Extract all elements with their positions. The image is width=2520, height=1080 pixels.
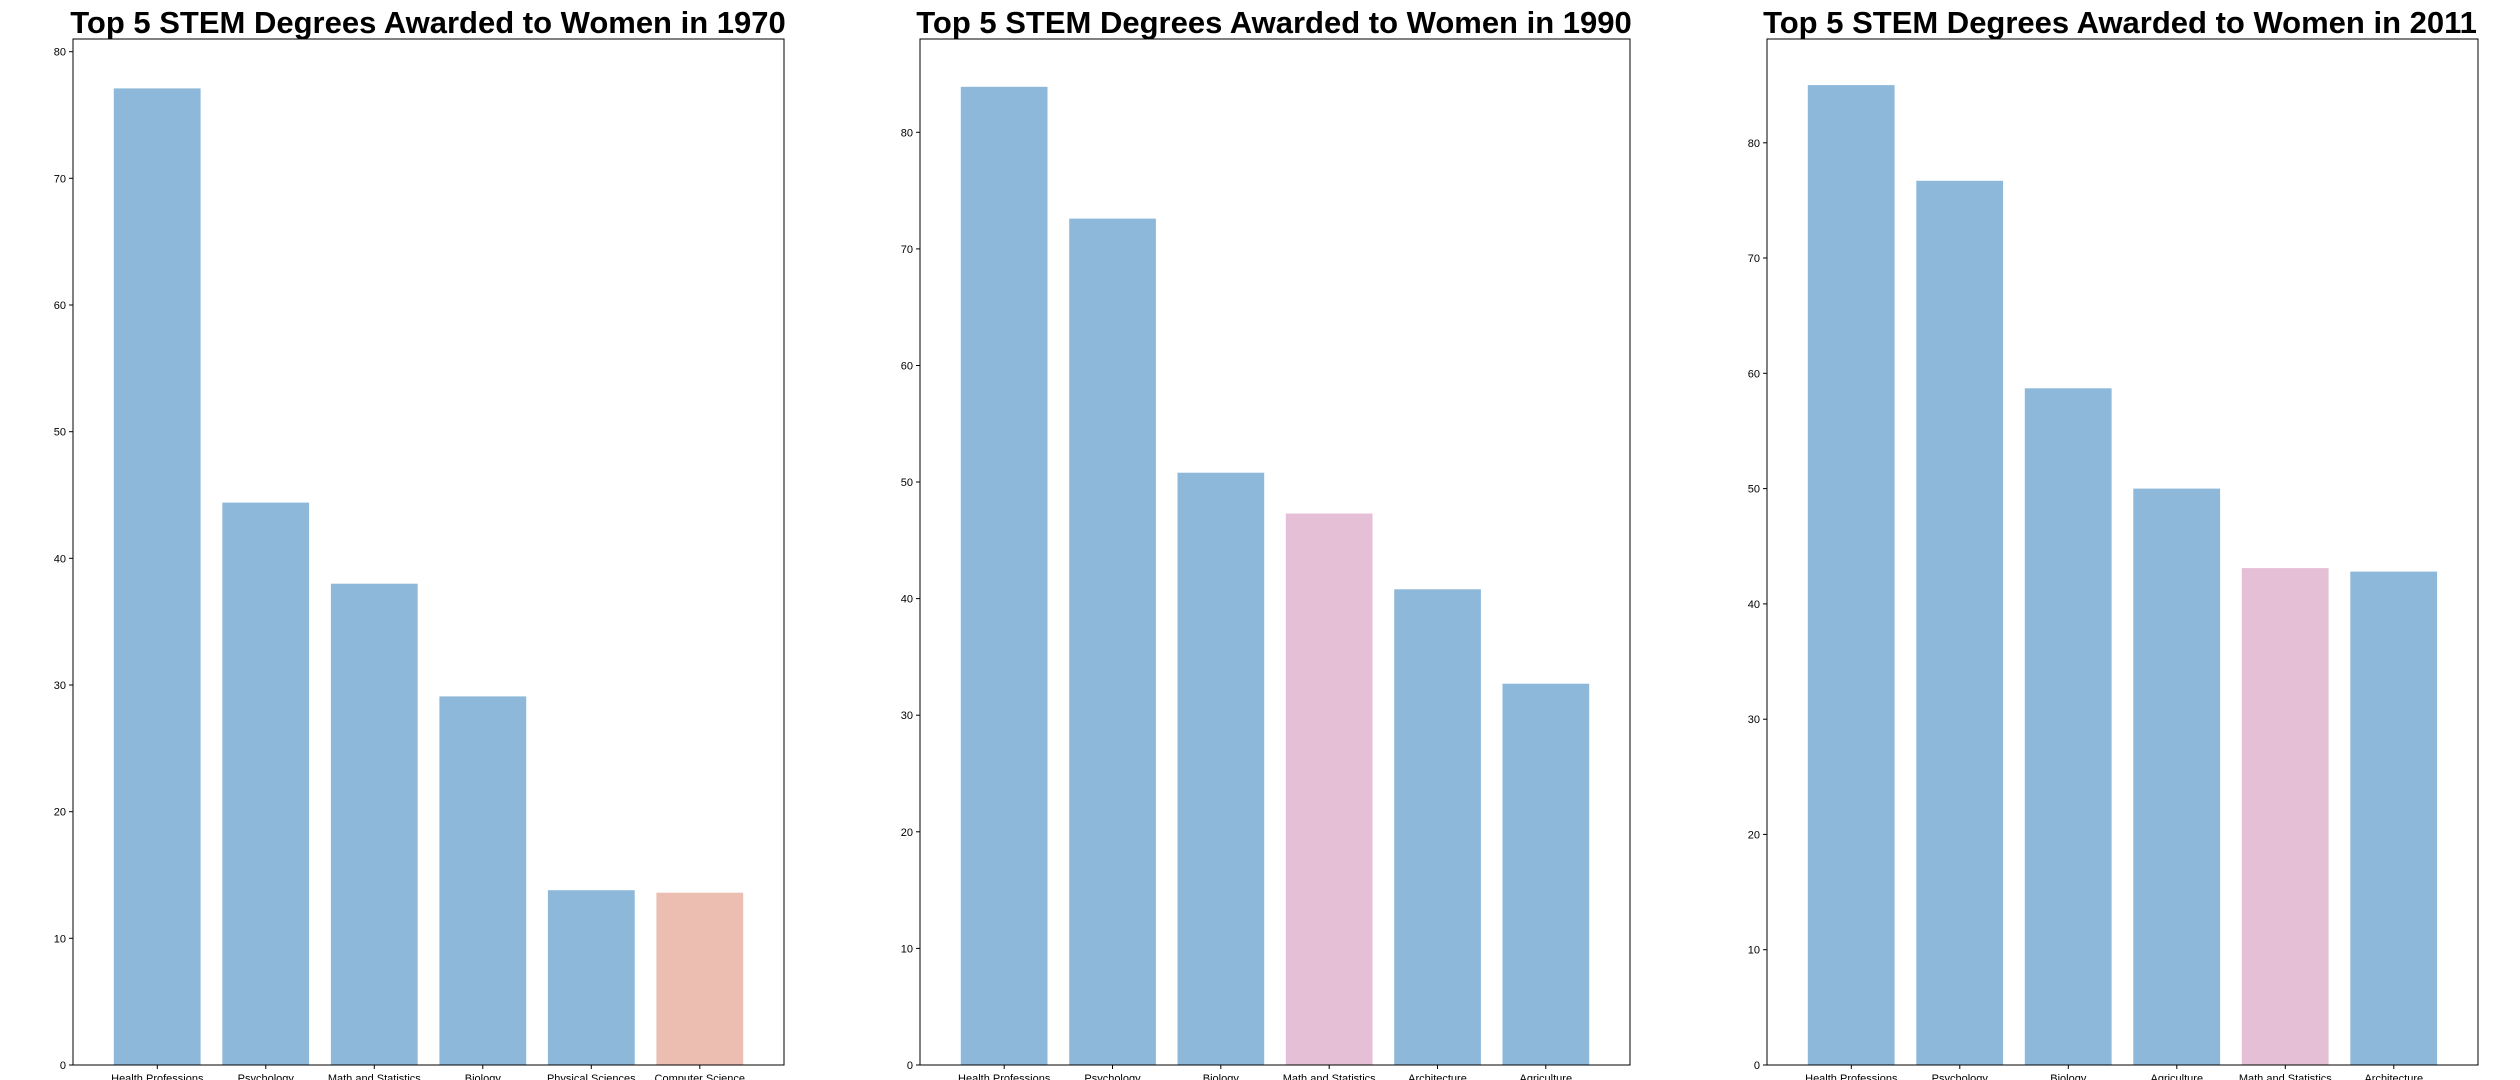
y-tick-label: 60: [901, 361, 913, 373]
y-tick-label: 40: [1748, 599, 1760, 611]
chart-title: Top 5 STEM Degrees Awarded to Women in 1…: [916, 5, 1631, 40]
subplot-1990: Top 5 STEM Degrees Awarded to Women in 1…: [901, 5, 1632, 1080]
y-tick-label: 70: [54, 173, 66, 185]
x-tick-label: Psychology: [1932, 1073, 1989, 1080]
bar-psychology: [1069, 218, 1156, 1066]
y-tick-label: 0: [907, 1060, 913, 1072]
x-tick-label: Math and Statistics: [328, 1073, 421, 1080]
y-tick-label: 70: [901, 244, 913, 256]
y-tick-label: 30: [901, 710, 913, 722]
bar-biology: [1177, 472, 1265, 1065]
x-tick-label: Physical Sciences: [547, 1073, 636, 1080]
bar-math-and-statistics: [2241, 568, 2329, 1065]
y-tick-label: 40: [901, 594, 913, 606]
x-tick-label: Computer Science: [655, 1073, 746, 1080]
x-tick-label: Health Professions: [958, 1073, 1051, 1080]
bar-health-professions: [1807, 85, 1895, 1066]
y-tick-label: 50: [901, 477, 913, 489]
x-tick-label: Health Professions: [1805, 1073, 1898, 1080]
bar-health-professions: [113, 88, 201, 1065]
y-tick-label: 20: [901, 827, 913, 839]
bar-psychology: [1916, 180, 2004, 1066]
x-tick-label: Math and Statistics: [2239, 1073, 2332, 1080]
y-tick-label: 50: [54, 427, 66, 439]
x-tick-label: Agriculture: [1520, 1073, 1573, 1080]
chart-title: Top 5 STEM Degrees Awarded to Women in 2…: [1763, 5, 2477, 40]
y-tick-label: 0: [60, 1060, 66, 1072]
y-tick-label: 20: [54, 807, 66, 819]
chart-title: Top 5 STEM Degrees Awarded to Women in 1…: [70, 5, 785, 40]
x-tick-label: Agriculture: [2151, 1073, 2204, 1080]
y-tick-label: 80: [1748, 138, 1760, 150]
y-tick-label: 40: [54, 553, 66, 565]
x-tick-label: Psychology: [238, 1073, 295, 1080]
x-tick-label: Biology: [465, 1073, 502, 1080]
axes-frame: [919, 38, 1631, 1066]
y-tick-label: 60: [54, 300, 66, 312]
x-tick-label: Biology: [2050, 1073, 2087, 1080]
y-tick-label: 30: [1748, 714, 1760, 726]
y-tick-label: 20: [1748, 829, 1760, 841]
bar-architecture: [2350, 571, 2438, 1065]
y-tick-label: 80: [901, 127, 913, 139]
bar-architecture: [1394, 589, 1481, 1065]
axes-frame: [1766, 38, 2479, 1066]
bar-computer-science: [656, 892, 744, 1065]
x-tick-label: Psychology: [1084, 1073, 1141, 1080]
x-tick-label: Architecture: [2364, 1073, 2423, 1080]
bar-biology: [2024, 388, 2112, 1065]
bar-psychology: [222, 502, 310, 1066]
axes-frame: [72, 38, 785, 1066]
subplot-1970: Top 5 STEM Degrees Awarded to Women in 1…: [54, 5, 786, 1080]
bar-agriculture: [1502, 683, 1590, 1065]
y-tick-label: 50: [1748, 484, 1760, 496]
bar-physical-sciences: [547, 890, 635, 1065]
x-tick-label: Math and Statistics: [1283, 1073, 1376, 1080]
y-tick-label: 10: [54, 933, 66, 945]
y-tick-label: 0: [1754, 1060, 1760, 1072]
x-tick-label: Architecture: [1408, 1073, 1467, 1080]
bar-math-and-statistics: [1285, 513, 1373, 1065]
bar-agriculture: [2133, 488, 2221, 1066]
x-tick-label: Biology: [1203, 1073, 1240, 1080]
bar-math-and-statistics: [330, 583, 418, 1065]
subplot-2011: Top 5 STEM Degrees Awarded to Women in 2…: [1748, 5, 2479, 1080]
y-tick-label: 70: [1748, 253, 1760, 265]
bar-health-professions: [960, 86, 1048, 1066]
bar-biology: [439, 696, 527, 1065]
y-tick-label: 10: [1748, 945, 1760, 957]
y-tick-label: 60: [1748, 368, 1760, 380]
y-tick-label: 10: [901, 943, 913, 955]
y-tick-label: 30: [54, 680, 66, 692]
y-tick-label: 80: [54, 47, 66, 59]
x-tick-label: Health Professions: [111, 1073, 204, 1080]
